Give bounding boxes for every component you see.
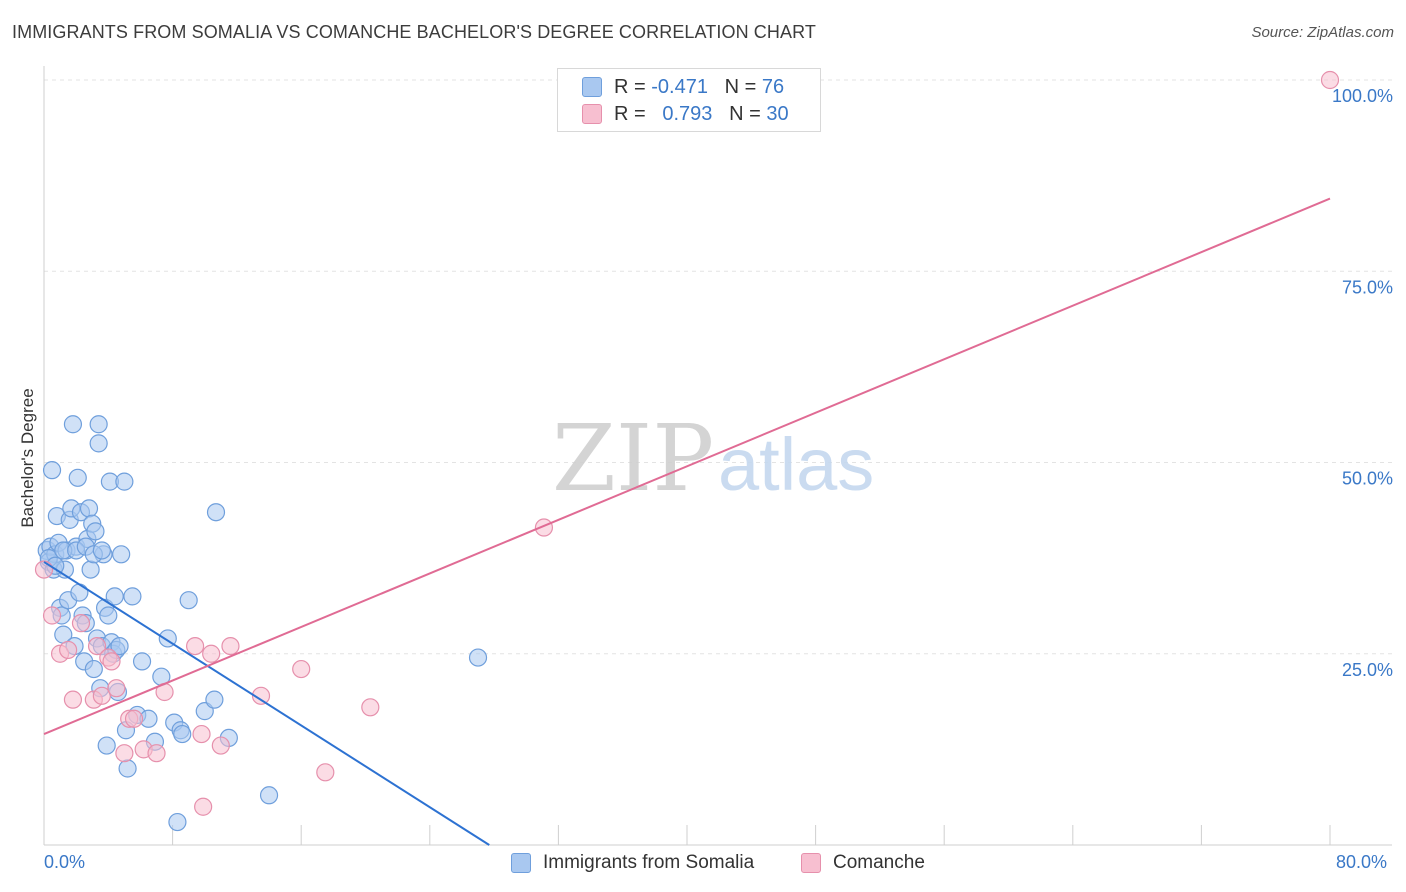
comanche-point — [124, 709, 144, 728]
legend-item-comanche[interactable]: Comanche — [801, 852, 925, 874]
comanche-point — [34, 560, 54, 579]
somalia-point — [112, 545, 131, 564]
trend-lines — [43, 197, 1331, 846]
somalia-point — [468, 648, 488, 667]
comanche-point — [1320, 70, 1340, 90]
somalia-point — [81, 560, 100, 579]
somalia-point — [173, 724, 192, 744]
comanche-legend-swatch — [801, 853, 821, 873]
y-tick-label-75: 75.0% — [1342, 277, 1393, 297]
somalia-point — [89, 434, 108, 453]
y-tick-label-50: 50.0% — [1342, 469, 1393, 489]
comanche-point — [194, 797, 213, 816]
somalia-point — [118, 759, 137, 778]
series-somalia-points — [37, 415, 488, 832]
comanche-point — [211, 736, 230, 755]
chart-title: IMMIGRANTS FROM SOMALIA VS COMANCHE BACH… — [12, 22, 816, 42]
n-label: N = — [724, 75, 757, 98]
stats-legend: R = -0.471 N = 76 R = 0.793 N = 30 — [557, 68, 821, 132]
somalia-point — [123, 587, 142, 606]
somalia-point — [70, 583, 89, 602]
comanche-point — [292, 659, 311, 679]
stats-row-comanche: R = 0.793 N = 30 — [582, 101, 789, 127]
zipatlas-watermark: ZIP atlas — [552, 405, 874, 512]
comanche-point — [202, 644, 221, 663]
comanche-point — [71, 614, 91, 633]
r-value: -0.471 — [651, 75, 708, 98]
somalia-point — [132, 652, 152, 671]
n-value: 76 — [761, 75, 785, 98]
somalia-point — [63, 415, 83, 434]
comanche-point — [92, 686, 111, 705]
x-tick-min: 0.0% — [44, 852, 86, 872]
comanche-point — [361, 698, 380, 717]
somalia-point — [97, 736, 116, 755]
stats-row-somalia: R = -0.471 N = 76 — [582, 74, 784, 100]
n-value: 30 — [766, 102, 789, 125]
series-comanche-points — [34, 70, 1340, 816]
comanche-point — [87, 636, 107, 656]
legend-item-somalia[interactable]: Immigrants from Somalia — [511, 852, 754, 874]
somalia-legend-swatch — [511, 853, 531, 873]
somalia-point — [205, 690, 224, 709]
comanche-point — [107, 679, 126, 698]
y-axis-label: Bachelor's Degree — [18, 388, 37, 528]
comanche-point — [251, 686, 271, 705]
somalia-trend-line — [43, 561, 490, 846]
comanche-legend-label: Comanche — [833, 852, 925, 873]
comanche-point — [316, 763, 335, 782]
n-label: N = — [729, 102, 761, 125]
somalia-point — [86, 522, 105, 541]
comanche-point — [63, 690, 83, 709]
somalia-point — [115, 472, 134, 491]
somalia-point — [89, 415, 108, 434]
somalia-point — [42, 461, 62, 480]
comanche-point — [115, 744, 134, 763]
somalia-point — [84, 659, 103, 679]
somalia-point — [68, 468, 87, 487]
comanche-point — [102, 652, 121, 671]
x-tick-max: 80.0% — [1336, 852, 1388, 872]
somalia-point — [206, 503, 226, 522]
r-label: R = — [614, 102, 646, 125]
gridlines — [44, 79, 1392, 655]
comanche-trend-line — [43, 197, 1331, 735]
comanche-point — [192, 724, 211, 744]
somalia-point — [105, 587, 124, 606]
somalia-swatch — [582, 77, 602, 97]
somalia-point — [179, 591, 198, 610]
somalia-legend-label: Immigrants from Somalia — [543, 852, 755, 873]
watermark-atlas: atlas — [718, 423, 874, 506]
r-label: R = — [614, 75, 646, 98]
comanche-swatch — [582, 104, 602, 124]
somalia-point — [79, 499, 99, 518]
comanche-point — [42, 606, 62, 625]
somalia-point — [99, 606, 118, 625]
comanche-point — [59, 640, 78, 660]
y-tick-label-100: 100.0% — [1332, 86, 1393, 106]
somalia-point — [168, 812, 187, 832]
y-tick-label-25: 25.0% — [1342, 660, 1393, 680]
comanche-point — [221, 636, 240, 656]
watermark-zip: ZIP — [552, 405, 714, 512]
source-credit: Source: ZipAtlas.com — [1251, 24, 1394, 41]
somalia-point — [92, 541, 111, 560]
comanche-point — [147, 744, 166, 763]
somalia-point — [259, 786, 279, 805]
somalia-point — [110, 636, 129, 656]
comanche-point — [186, 636, 205, 656]
y-tick-labels: 25.0% 50.0% 75.0% 100.0% — [1332, 86, 1393, 680]
r-value: 0.793 — [662, 102, 713, 125]
